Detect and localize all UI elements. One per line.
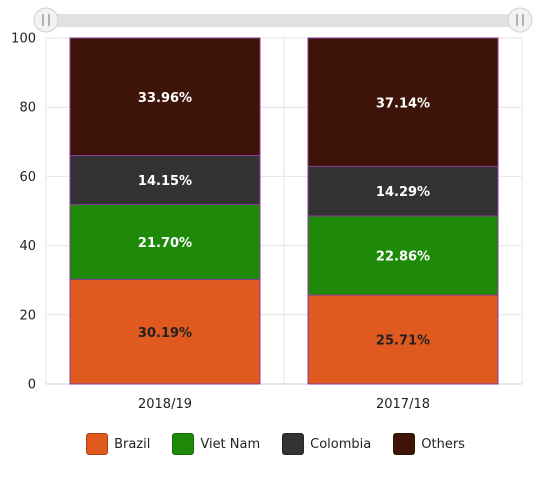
y-tick-label: 0 [28, 378, 36, 393]
data-label: 37.14% [376, 96, 430, 111]
data-label: 21.70% [138, 236, 192, 251]
legend-item-viet-nam[interactable]: Viet Nam [172, 433, 260, 455]
legend-label: Viet Nam [200, 436, 261, 452]
data-label: 22.86% [376, 249, 430, 264]
y-tick-label: 40 [19, 239, 36, 254]
x-tick-label: 2018/19 [138, 397, 192, 412]
range-slider[interactable] [33, 7, 533, 33]
y-tick-label: 80 [19, 101, 36, 116]
plot-area: 0 20 40 60 80 100 30.19% 21.70% 14.15% 33.96% 2018… [11, 32, 523, 412]
bar-segment-brazil[interactable] [307, 294, 499, 385]
data-label: 33.96% [138, 91, 192, 106]
bar-segment-others[interactable] [69, 37, 261, 157]
legend-swatch [393, 433, 416, 455]
legend-item-brazil[interactable]: Brazil [86, 433, 150, 455]
legend-label: Others [421, 436, 465, 452]
data-label: 30.19% [138, 326, 192, 341]
range-slider-right-handle[interactable] [507, 7, 533, 33]
data-label: 14.29% [376, 185, 430, 200]
bar-segment-others[interactable] [307, 37, 499, 168]
x-tick-label: 2017/18 [376, 397, 430, 412]
bar-segment-colombia[interactable] [69, 155, 261, 205]
data-label: 14.15% [138, 174, 192, 189]
bar-segment-viet-nam[interactable] [69, 203, 261, 281]
legend-label: Brazil [114, 436, 151, 452]
legend-swatch [282, 433, 305, 455]
range-slider-left-handle[interactable] [33, 7, 59, 33]
bar-segment-viet-nam[interactable] [307, 215, 499, 296]
data-label: 25.71% [376, 334, 430, 349]
legend-swatch [86, 433, 109, 455]
legend-item-colombia[interactable]: Colombia [282, 433, 371, 455]
chart-legend: Brazil Viet Nam Colombia Others [0, 428, 551, 460]
range-slider-track[interactable] [40, 14, 526, 27]
legend-item-others[interactable]: Others [393, 433, 465, 455]
y-tick-label: 20 [19, 308, 36, 323]
legend-label: Colombia [310, 436, 372, 452]
y-tick-label: 100 [11, 32, 36, 47]
bar-segment-brazil[interactable] [69, 279, 261, 385]
legend-swatch [172, 433, 195, 455]
y-tick-label: 60 [19, 170, 36, 185]
